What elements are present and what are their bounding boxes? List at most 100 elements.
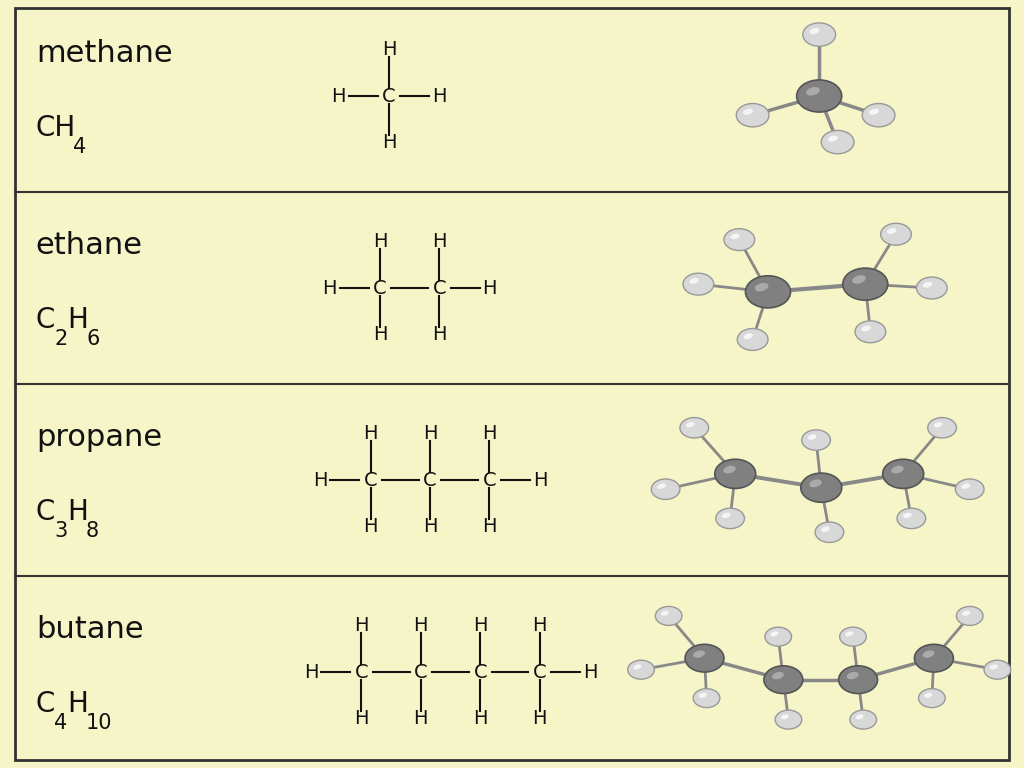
Ellipse shape: [850, 710, 877, 729]
Ellipse shape: [715, 459, 756, 488]
Ellipse shape: [839, 666, 878, 694]
Text: H: H: [423, 424, 437, 442]
Ellipse shape: [914, 644, 953, 672]
Ellipse shape: [723, 465, 735, 473]
Ellipse shape: [683, 273, 714, 295]
Ellipse shape: [861, 326, 870, 332]
Text: H: H: [473, 710, 487, 728]
Ellipse shape: [685, 644, 724, 672]
Ellipse shape: [843, 268, 888, 300]
Text: H: H: [482, 518, 497, 536]
Text: C: C: [36, 306, 55, 334]
Text: C: C: [432, 279, 446, 297]
Text: 3: 3: [54, 521, 68, 541]
Ellipse shape: [916, 277, 947, 299]
Text: H: H: [323, 279, 337, 297]
Text: C: C: [354, 663, 369, 681]
Text: C: C: [36, 690, 55, 718]
Ellipse shape: [984, 660, 1011, 679]
Ellipse shape: [989, 664, 997, 670]
Text: H: H: [432, 326, 446, 344]
Text: H: H: [432, 232, 446, 250]
Text: H: H: [68, 690, 88, 718]
Ellipse shape: [808, 435, 816, 440]
Ellipse shape: [698, 693, 707, 698]
Text: H: H: [382, 134, 396, 152]
Ellipse shape: [891, 465, 903, 473]
Ellipse shape: [855, 321, 886, 343]
Text: H: H: [423, 518, 437, 536]
Ellipse shape: [924, 693, 932, 698]
Text: H: H: [354, 710, 369, 728]
Ellipse shape: [845, 631, 853, 637]
FancyBboxPatch shape: [15, 8, 1009, 760]
Text: CH: CH: [36, 114, 76, 142]
Text: C: C: [373, 279, 387, 297]
Text: 8: 8: [86, 521, 99, 541]
Ellipse shape: [887, 228, 896, 234]
Ellipse shape: [923, 282, 932, 288]
Ellipse shape: [883, 459, 924, 488]
Ellipse shape: [801, 473, 842, 502]
Text: H: H: [432, 87, 446, 105]
Text: H: H: [373, 326, 387, 344]
Text: H: H: [532, 471, 547, 489]
Ellipse shape: [660, 611, 669, 616]
Ellipse shape: [736, 104, 769, 127]
Ellipse shape: [730, 233, 739, 240]
Text: C: C: [482, 471, 497, 489]
Text: C: C: [414, 663, 428, 681]
Text: H: H: [364, 424, 378, 442]
Text: H: H: [313, 471, 328, 489]
Text: H: H: [373, 232, 387, 250]
Ellipse shape: [686, 422, 694, 428]
Text: C: C: [36, 498, 55, 526]
Ellipse shape: [806, 87, 820, 95]
Ellipse shape: [780, 714, 788, 720]
Text: H: H: [68, 306, 88, 334]
Text: H: H: [532, 710, 547, 728]
Ellipse shape: [803, 23, 836, 46]
Ellipse shape: [737, 329, 768, 350]
Text: 10: 10: [86, 713, 113, 733]
Text: C: C: [473, 663, 487, 681]
Ellipse shape: [903, 513, 911, 518]
Ellipse shape: [716, 508, 744, 528]
Text: H: H: [532, 616, 547, 634]
Ellipse shape: [821, 527, 829, 532]
Ellipse shape: [828, 135, 838, 142]
Text: propane: propane: [36, 423, 162, 452]
Ellipse shape: [772, 672, 783, 680]
Ellipse shape: [655, 607, 682, 625]
Ellipse shape: [852, 275, 866, 283]
Ellipse shape: [755, 283, 769, 291]
Ellipse shape: [955, 479, 984, 499]
Text: H: H: [414, 710, 428, 728]
Ellipse shape: [722, 513, 730, 518]
Text: C: C: [382, 87, 396, 105]
Text: H: H: [354, 616, 369, 634]
Ellipse shape: [680, 418, 709, 438]
Ellipse shape: [923, 650, 934, 658]
Ellipse shape: [897, 508, 926, 528]
Text: 2: 2: [54, 329, 68, 349]
Ellipse shape: [689, 278, 698, 284]
Ellipse shape: [809, 479, 821, 487]
Text: H: H: [473, 616, 487, 634]
Ellipse shape: [802, 430, 830, 450]
Ellipse shape: [770, 631, 778, 637]
Ellipse shape: [797, 80, 842, 112]
Ellipse shape: [633, 664, 641, 670]
Ellipse shape: [764, 666, 803, 694]
Text: H: H: [332, 87, 346, 105]
Ellipse shape: [765, 627, 792, 646]
Ellipse shape: [869, 108, 879, 115]
Ellipse shape: [693, 650, 705, 658]
Ellipse shape: [815, 522, 844, 542]
Text: C: C: [364, 471, 378, 489]
Ellipse shape: [651, 479, 680, 499]
Text: 4: 4: [54, 713, 68, 733]
Ellipse shape: [881, 223, 911, 245]
Text: H: H: [482, 424, 497, 442]
Ellipse shape: [928, 418, 956, 438]
